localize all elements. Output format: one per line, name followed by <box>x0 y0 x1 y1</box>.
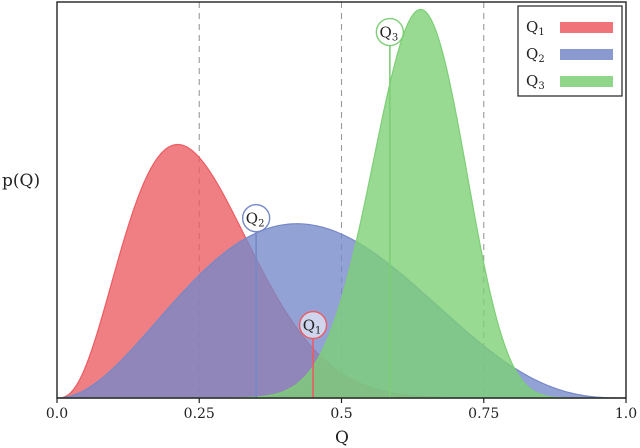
x-axis-label: Q <box>335 428 349 448</box>
x-tick-label: 0.5 <box>330 406 352 422</box>
marker-circle-q2 <box>241 203 271 233</box>
x-tick-label: 0.75 <box>468 406 499 422</box>
legend-swatch-q3 <box>560 76 613 87</box>
x-tick-label: 0.0 <box>46 406 68 422</box>
legend-swatch-q1 <box>560 22 613 33</box>
x-axis-ticks: 0.0 0.25 0.5 0.75 1.0 <box>46 398 637 422</box>
legend-swatch-q2 <box>560 49 613 60</box>
x-tick-label: 0.25 <box>184 406 215 422</box>
marker-circle-q3 <box>375 17 405 47</box>
x-tick-label: 1.0 <box>615 406 637 422</box>
y-axis-label: p(Q) <box>2 171 40 191</box>
marker-circle-q1 <box>298 310 328 340</box>
